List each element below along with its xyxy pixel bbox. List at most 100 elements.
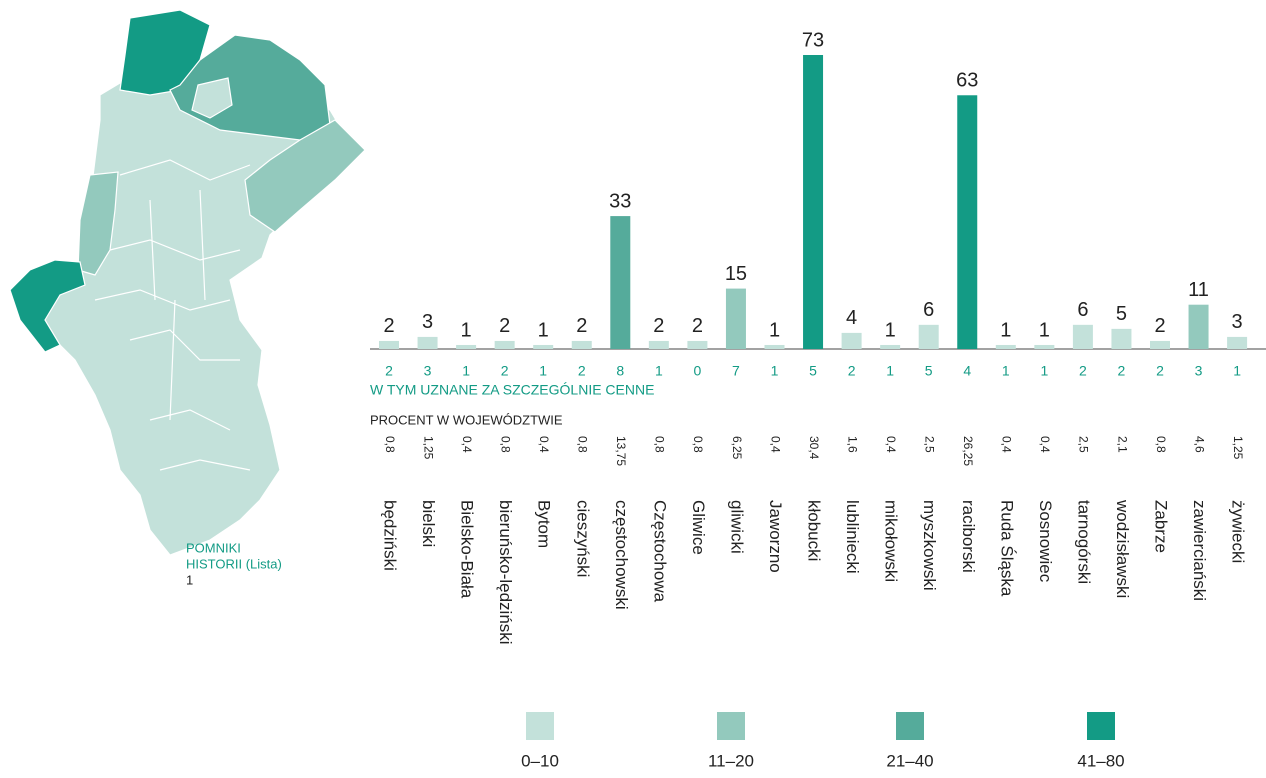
value-label: 5 xyxy=(1116,303,1127,325)
bar xyxy=(610,216,631,349)
percent-value: 0,4 xyxy=(460,436,474,453)
legend-label: 11–20 xyxy=(708,751,754,770)
category-label: kłobucki xyxy=(805,500,824,561)
secondary-value: 1 xyxy=(771,363,779,379)
value-label: 1 xyxy=(1000,319,1011,341)
value-label: 15 xyxy=(725,263,747,285)
bar xyxy=(995,344,1016,349)
percent-value: 0,8 xyxy=(498,436,512,453)
category-label: Ruda Śląska xyxy=(997,500,1016,597)
bar xyxy=(880,344,901,349)
percent-value: 0,8 xyxy=(383,436,397,453)
secondary-value: 2 xyxy=(578,363,586,379)
value-label: 6 xyxy=(923,299,934,321)
map-region xyxy=(191,77,233,119)
legend-label: 21–40 xyxy=(886,751,933,770)
value-label: 2 xyxy=(499,315,510,337)
secondary-value: 7 xyxy=(732,363,740,379)
value-label: 2 xyxy=(692,315,703,337)
map-caption: HISTORII (Lista) xyxy=(186,556,282,571)
category-label: Jaworzno xyxy=(766,500,785,573)
bar xyxy=(764,344,785,349)
secondary-value: 1 xyxy=(655,363,663,379)
map-region xyxy=(77,171,119,276)
category-label: Bytom xyxy=(535,500,554,548)
bar xyxy=(687,340,708,349)
bar xyxy=(1034,344,1055,349)
category-label: tarnogórski xyxy=(1074,500,1093,584)
percent-value: 0,4 xyxy=(768,436,782,453)
percent-value: 0,4 xyxy=(1000,436,1014,453)
value-label: 1 xyxy=(1039,319,1050,341)
percent-value: 26,25 xyxy=(961,436,975,466)
secondary-value: 3 xyxy=(424,363,432,379)
secondary-value: 1 xyxy=(886,363,894,379)
category-label: Bielsko-Biała xyxy=(458,500,477,599)
percent-value: 30,4 xyxy=(807,436,821,460)
map-caption: POMNIKI xyxy=(186,540,241,555)
category-label: Zabrze xyxy=(1152,500,1171,553)
bar xyxy=(725,288,746,349)
bar xyxy=(648,340,669,349)
bar xyxy=(1111,328,1132,349)
percent-value: 0,8 xyxy=(1154,436,1168,453)
percent-label: PROCENT W WOJEWÓDZTWIE xyxy=(370,412,563,427)
bar xyxy=(1227,336,1248,349)
secondary-value: 1 xyxy=(1233,363,1241,379)
map-value: 1 xyxy=(186,572,193,587)
map-region xyxy=(244,119,366,233)
category-label: gliwicki xyxy=(727,500,746,554)
bar xyxy=(494,340,515,349)
category-label: myszkowski xyxy=(920,500,939,591)
percent-value: 0,4 xyxy=(1038,436,1052,453)
value-label: 11 xyxy=(1188,279,1209,301)
bar xyxy=(456,344,477,349)
percent-value: 0,4 xyxy=(537,436,551,453)
secondary-value: 4 xyxy=(963,363,971,379)
secondary-value: 2 xyxy=(501,363,509,379)
category-label: Gliwice xyxy=(689,500,708,555)
percent-value: 2,1 xyxy=(1115,436,1129,453)
value-label: 2 xyxy=(383,315,394,337)
map-region xyxy=(9,259,86,353)
percent-value: 2,5 xyxy=(923,436,937,453)
percent-value: 4,6 xyxy=(1192,436,1206,453)
secondary-value: 1 xyxy=(539,363,547,379)
secondary-value: 2 xyxy=(1079,363,1087,379)
value-label: 1 xyxy=(769,319,780,341)
category-label: bieruńsko-lędziński xyxy=(496,500,515,645)
percent-value: 0,8 xyxy=(691,436,705,453)
bar xyxy=(918,324,939,349)
value-label: 2 xyxy=(653,315,664,337)
value-label: 33 xyxy=(609,190,631,212)
category-label: cieszyński xyxy=(573,500,592,577)
category-label: częstochowski xyxy=(612,500,631,610)
bar xyxy=(417,336,438,349)
percent-value: 2,5 xyxy=(1077,436,1091,453)
bar xyxy=(1072,324,1093,349)
secondary-value: 1 xyxy=(462,363,470,379)
percent-value: 1,25 xyxy=(1231,436,1245,460)
category-label: lubliniecki xyxy=(843,500,862,574)
value-label: 1 xyxy=(461,319,472,341)
category-label: będziński xyxy=(381,500,400,571)
secondary-value: 5 xyxy=(809,363,817,379)
bar xyxy=(957,95,978,349)
bar xyxy=(533,344,554,349)
map-region xyxy=(94,159,251,471)
bar xyxy=(1150,340,1170,349)
secondary-value: 2 xyxy=(385,363,393,379)
legend-swatch xyxy=(717,712,745,740)
category-label: mikołowski xyxy=(882,500,901,582)
secondary-value: 2 xyxy=(1118,363,1126,379)
legend-label: 0–10 xyxy=(521,751,559,770)
bar xyxy=(803,55,824,349)
legend-swatch xyxy=(526,712,554,740)
category-label: Częstochowa xyxy=(650,500,669,603)
category-label: Sosnowiec xyxy=(1036,500,1055,583)
value-label: 4 xyxy=(846,307,857,329)
value-label: 3 xyxy=(1232,311,1243,333)
percent-value: 0,8 xyxy=(653,436,667,453)
